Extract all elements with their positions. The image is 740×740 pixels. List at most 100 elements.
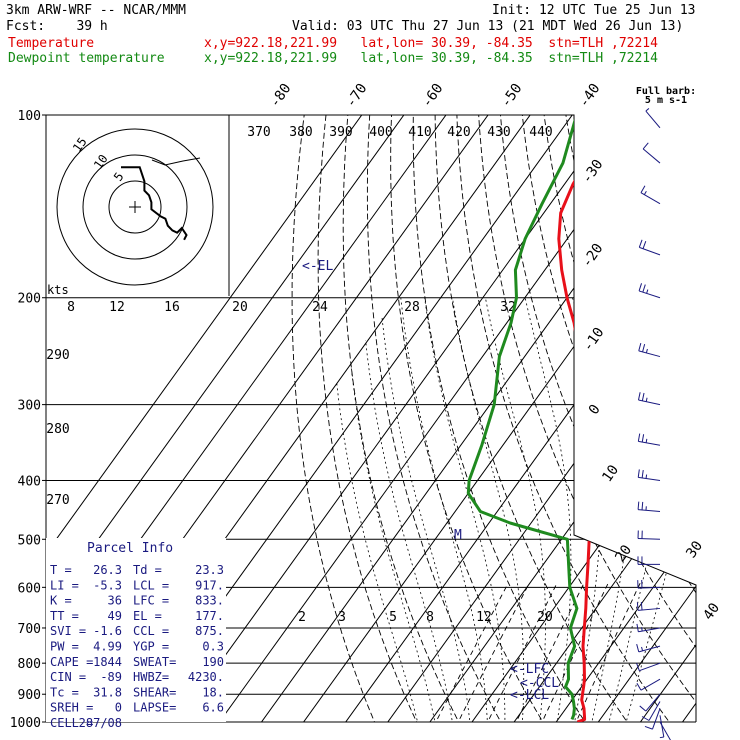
theta-label: 420 bbox=[447, 125, 470, 140]
pressure-label: 200 bbox=[18, 292, 41, 307]
isotherm-line bbox=[378, 115, 696, 722]
wind-barb-flag bbox=[643, 190, 647, 195]
wind-barb-flag bbox=[641, 716, 650, 721]
wind-barb bbox=[637, 501, 661, 512]
wind-title: Full barb: bbox=[636, 86, 696, 97]
mixing-ratio-line bbox=[535, 582, 609, 722]
wind-barb-staff bbox=[638, 607, 661, 611]
parcel-row-label: LFC = bbox=[133, 594, 169, 608]
wind-units: 5 m s-1 bbox=[645, 95, 687, 106]
wind-barb-staff bbox=[648, 701, 661, 721]
wind-barb-staff bbox=[638, 627, 661, 633]
wind-barb-flag bbox=[640, 601, 643, 611]
level-annotation: <-EL bbox=[302, 259, 333, 274]
isotherm-line bbox=[251, 115, 696, 722]
isotherm-label: 10 bbox=[599, 462, 622, 485]
dry-adiabat-line bbox=[390, 115, 552, 722]
dry-adiabat-line bbox=[714, 102, 740, 735]
moist-adiabat-line bbox=[424, 297, 506, 722]
wind-barb bbox=[642, 142, 661, 164]
theta-label: 370 bbox=[247, 125, 270, 140]
isotherm-label: -30 bbox=[579, 157, 607, 187]
parcel-row-label: SWEAT= bbox=[133, 655, 176, 669]
parcel-row-label: HWBZ= bbox=[133, 670, 169, 684]
pressure-label: 900 bbox=[18, 688, 41, 703]
isotherm-label: -10 bbox=[580, 325, 608, 355]
isotherm-label: -80 bbox=[267, 81, 295, 111]
isotherm-label: -70 bbox=[343, 81, 371, 111]
parcel-row-value: 26.3 bbox=[93, 563, 122, 577]
hodograph-ring bbox=[108, 180, 162, 234]
wind-barb bbox=[637, 392, 661, 406]
parcel-row-value: -89 bbox=[100, 670, 122, 684]
hodograph-ring-label: 10 bbox=[91, 152, 111, 172]
wind-barb-flag bbox=[637, 469, 640, 478]
parcel-row-value: 6.6 bbox=[202, 701, 224, 715]
isotherm-label: 40 bbox=[700, 600, 723, 623]
isotherm-line bbox=[167, 115, 625, 722]
mixing-ratio-line bbox=[451, 582, 530, 722]
parcel-row-value: 917. bbox=[195, 578, 224, 592]
parcel-row-label: TT = bbox=[50, 609, 79, 623]
theta-label: 410 bbox=[408, 125, 431, 140]
wind-barb-staff bbox=[638, 440, 661, 446]
dry-adiabat-line bbox=[477, 115, 696, 722]
isotherm-line bbox=[420, 115, 696, 722]
wind-barb bbox=[640, 185, 661, 205]
mid-scale-label: 32 bbox=[500, 300, 516, 315]
level-annotation: <-CCL bbox=[520, 676, 559, 691]
parcel-row-value: 875. bbox=[195, 624, 224, 638]
dry-adiabat-line bbox=[456, 115, 680, 722]
wind-barb bbox=[636, 623, 661, 633]
parcel-row-value: 177. bbox=[195, 609, 224, 623]
wind-barb bbox=[637, 579, 661, 589]
wind-barb bbox=[637, 530, 661, 540]
dewpoint-legend: Dewpoint temperature bbox=[8, 51, 165, 66]
isotherm-line bbox=[293, 115, 696, 722]
parcel-row-value: 1844 bbox=[93, 655, 122, 669]
hodograph-ring-label: 5 bbox=[111, 170, 127, 184]
parcel-row-value: 36 bbox=[108, 594, 122, 608]
wind-barb-flag bbox=[645, 108, 650, 112]
wind-barb bbox=[644, 708, 661, 730]
isotherm-label: 30 bbox=[683, 538, 706, 561]
wind-barb-staff bbox=[638, 645, 661, 653]
pressure-label: 600 bbox=[18, 581, 41, 596]
wind-barb bbox=[636, 678, 661, 691]
wind-barb-flag bbox=[638, 283, 643, 292]
wind-barb-flag bbox=[645, 474, 648, 479]
wind-barb bbox=[659, 715, 665, 739]
parcel-row-value: 31.8 bbox=[93, 685, 122, 699]
parcel-row-label: LI = bbox=[50, 578, 79, 592]
hodograph-ring-label: 15 bbox=[70, 135, 90, 155]
mid-scale-label: 8 bbox=[67, 300, 75, 315]
parcel-row-label: CELL = bbox=[50, 716, 93, 730]
dry-adiabat-line bbox=[606, 115, 696, 722]
wind-barb bbox=[638, 239, 661, 256]
pressure-label: 1000 bbox=[10, 716, 41, 731]
valid-time: Valid: 03 UTC Thu 27 Jun 13 (21 MDT Wed … bbox=[292, 19, 684, 34]
wind-barb-flag bbox=[639, 705, 647, 712]
wind-barb-staff bbox=[638, 476, 661, 481]
wind-barb-staff bbox=[638, 509, 661, 512]
wind-barb-flag bbox=[637, 501, 640, 510]
wind-barb-flag bbox=[646, 289, 649, 294]
parcel-row-value: -1.6 bbox=[93, 624, 122, 638]
parcel-info-title: Parcel Info bbox=[87, 541, 173, 556]
isotherm-line bbox=[588, 115, 696, 722]
parcel-row-label: SHEAR= bbox=[133, 685, 176, 699]
isotherm-line bbox=[672, 115, 696, 722]
mid-scale-label: 24 bbox=[312, 300, 328, 315]
parcel-row-label: PW = bbox=[50, 640, 79, 654]
pressure-label: 500 bbox=[18, 533, 41, 548]
wind-barb bbox=[638, 342, 661, 358]
parcel-row-value: 833. bbox=[195, 594, 224, 608]
moist-adiabat-line bbox=[350, 361, 438, 722]
parcel-row-value: 0.3 bbox=[202, 640, 224, 654]
level-annotation: <-LFC bbox=[510, 662, 549, 677]
mixing-ratio-label: 5 bbox=[389, 610, 397, 625]
parcel-row-label: EL = bbox=[133, 609, 162, 623]
wind-barb bbox=[636, 601, 661, 611]
wind-barb-flag bbox=[642, 142, 649, 150]
level-marker: M bbox=[454, 528, 462, 543]
